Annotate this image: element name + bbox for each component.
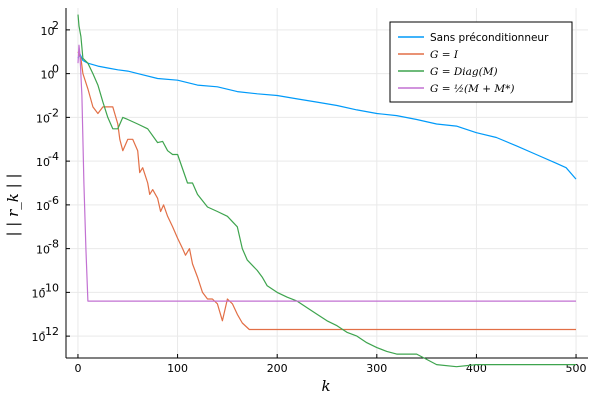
- y-tick-label: 10: [36, 244, 50, 257]
- y-axis-label: | | r_k | |: [4, 173, 22, 236]
- legend-label-2: G = I: [430, 49, 459, 61]
- y-tick-exponent: -8: [48, 238, 59, 251]
- legend-label-4: G = ½(M + M*): [430, 83, 514, 95]
- legend-label-3: G = Diag(M): [430, 66, 498, 78]
- y-tick-exponent: 2: [52, 19, 59, 32]
- axis-titles: k | | r_k | |: [4, 173, 331, 395]
- x-tick-label: 300: [366, 362, 387, 375]
- x-axis-label: k: [321, 377, 330, 395]
- y-tick-label: 10: [32, 287, 46, 300]
- y-tick-label: 10: [36, 200, 50, 213]
- x-tick-label: 100: [167, 362, 188, 375]
- y-tick-exponent: -6: [48, 194, 59, 207]
- x-tick-label: 400: [466, 362, 487, 375]
- y-tick-exponent: -4: [48, 150, 59, 163]
- y-tick-exponent: -2: [48, 106, 59, 119]
- y-tick-label: 10: [36, 112, 50, 125]
- y-tick-label: 10: [36, 156, 50, 169]
- y-tick-label: 10: [32, 331, 46, 344]
- y-tick-label: 10: [41, 69, 55, 82]
- axes: [65, 8, 588, 359]
- series-line-3: [77, 14, 576, 368]
- y-tick-label: 10: [41, 25, 55, 38]
- legend-label-1: Sans préconditionneur: [430, 32, 549, 44]
- series-line-4: [77, 44, 576, 302]
- x-tick-label: 200: [267, 362, 288, 375]
- series-line-2: [77, 51, 576, 331]
- plot-area: [77, 14, 577, 368]
- legend: Sans préconditionneur G = I G = Diag(M) G =…: [389, 21, 573, 103]
- x-tick-label: 0: [74, 362, 81, 375]
- x-tick-label: 500: [566, 362, 587, 375]
- grid-lines: [66, 8, 588, 358]
- y-tick-exponent: -10: [41, 281, 59, 294]
- series-line-1: [77, 53, 577, 180]
- y-tick-exponent: -12: [41, 325, 59, 338]
- y-tick-exponent: 0: [52, 63, 59, 76]
